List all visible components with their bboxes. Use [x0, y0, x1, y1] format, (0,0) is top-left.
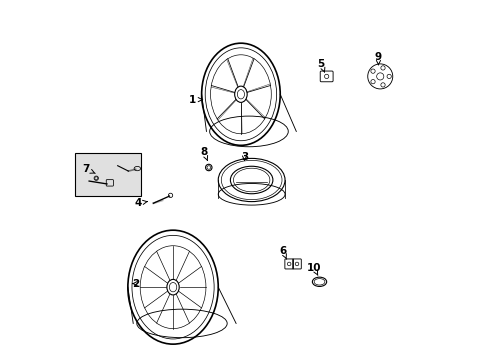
Bar — [75, 153, 141, 196]
Text: 2: 2 — [132, 279, 139, 289]
Text: 9: 9 — [374, 52, 381, 65]
Text: 4: 4 — [134, 198, 147, 208]
Text: 6: 6 — [279, 247, 286, 259]
Text: 1: 1 — [189, 95, 202, 105]
Text: 3: 3 — [241, 152, 247, 162]
Text: 5: 5 — [317, 59, 324, 72]
Text: 8: 8 — [200, 148, 207, 161]
Text: 7: 7 — [82, 164, 95, 174]
Text: 10: 10 — [306, 262, 321, 275]
